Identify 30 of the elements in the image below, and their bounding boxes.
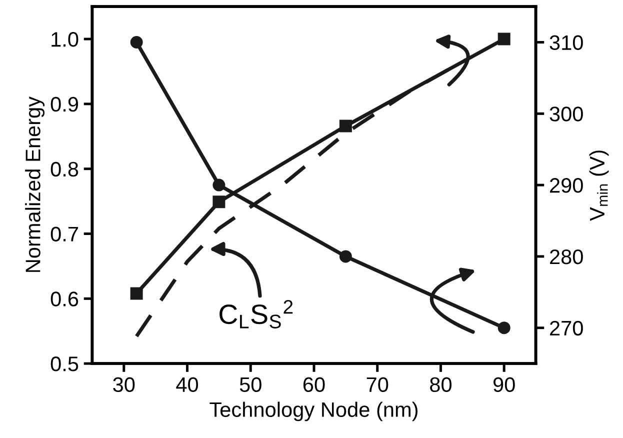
y-tick-label: 0.5 (50, 356, 78, 372)
point (339, 120, 352, 132)
point (498, 32, 510, 46)
y-axis-title: Normalized Energy (25, 96, 44, 272)
x-tick-label: 90 (493, 377, 515, 392)
y2-tick-label: 270 (550, 320, 583, 336)
y2-tick-label: 290 (550, 178, 583, 193)
x-tick-label: 60 (303, 377, 325, 392)
point (130, 287, 143, 300)
y2-tick-label: 310 (550, 35, 583, 50)
point (130, 36, 143, 49)
y-tick-label: 0.9 (50, 96, 78, 112)
x-tick-label: 70 (366, 377, 388, 392)
x-tick-label: 40 (176, 377, 198, 392)
x-tick-label: 80 (430, 377, 452, 392)
x-tick-label: 30 (113, 377, 135, 392)
point (212, 196, 226, 208)
y-tick-label: 0.8 (50, 162, 78, 177)
annotation: C$_{L}$S$_{S}$$^{2}$ (220, 300, 293, 328)
x-axis-title: Technology Node (nm) (210, 402, 418, 422)
point (498, 322, 510, 334)
y-tick-label: 0.7 (50, 226, 78, 242)
x-tick-label: 50 (240, 377, 262, 392)
y2-tick-label: 300 (550, 106, 583, 122)
point (212, 178, 226, 192)
y-tick-label: 1.0 (52, 32, 78, 47)
point (339, 250, 352, 263)
y-tick-label: 0.6 (50, 292, 78, 306)
y2-axis-title: V$_{min}$ (V) (589, 150, 609, 221)
y2-tick-label: 280 (550, 249, 583, 264)
